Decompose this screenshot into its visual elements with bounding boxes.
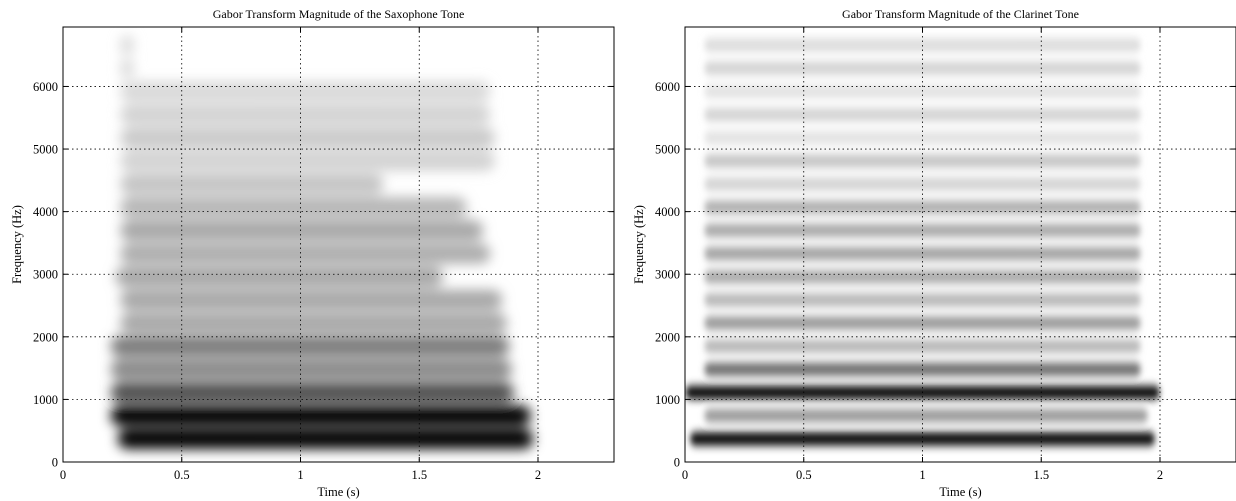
harmonic-band-3 xyxy=(110,359,512,380)
harmonic-band-5 xyxy=(120,313,508,334)
harmonic-band-2 xyxy=(110,382,515,403)
y-tick-label: 2000 xyxy=(33,330,58,344)
harmonic-band-8 xyxy=(704,247,1141,261)
axes-box xyxy=(684,26,1236,463)
x-tick-label: 0 xyxy=(682,468,688,482)
harmonic-band-10 xyxy=(120,197,467,218)
harmonic-band-14 xyxy=(120,104,491,125)
harmonic-band-9 xyxy=(120,220,484,241)
x-axis-label: Time (s) xyxy=(317,485,359,499)
y-tick-label: 1000 xyxy=(33,393,58,407)
harmonic-band-13 xyxy=(120,127,496,148)
x-tick-label: 0.5 xyxy=(796,468,812,482)
spectrogram-bands xyxy=(110,35,534,449)
harmonic-band-13 xyxy=(704,131,1141,145)
harmonic-band-15 xyxy=(120,81,491,102)
x-axis-label: Time (s) xyxy=(939,485,981,499)
harmonic-band-7 xyxy=(115,266,443,287)
x-tick-label: 2 xyxy=(1157,468,1163,482)
y-tick-label: 3000 xyxy=(655,268,680,282)
harmonic-band-1 xyxy=(704,409,1149,423)
y-tick-label: 5000 xyxy=(655,143,680,157)
y-tick-label: 3000 xyxy=(33,268,58,282)
harmonic-band-8 xyxy=(120,243,491,264)
x-tick-label: 2 xyxy=(535,468,541,482)
y-tick-label: 0 xyxy=(52,456,58,470)
harmonic-band-4 xyxy=(110,336,510,357)
harmonic-band-12 xyxy=(704,154,1141,168)
x-tick-label: 0 xyxy=(60,468,66,482)
harmonic-band-16 xyxy=(120,58,135,79)
y-tick-label: 6000 xyxy=(33,80,58,94)
harmonic-band-7 xyxy=(704,270,1141,284)
x-tick-label: 1 xyxy=(919,468,925,482)
harmonic-band-17 xyxy=(120,35,135,56)
ticks: 0 0.5 1 1.5 2 0 1000 2000 3000 4000 5000 6000 xyxy=(33,27,614,482)
harmonic-band-4 xyxy=(704,339,1141,353)
y-tick-label: 4000 xyxy=(655,205,680,219)
harmonic-band-6 xyxy=(120,289,503,310)
y-tick-label: 4000 xyxy=(33,205,58,219)
grid-lines xyxy=(685,27,1236,462)
harmonic-band-11 xyxy=(704,177,1141,191)
y-axis-label: Frequency (Hz) xyxy=(10,205,24,284)
harmonic-band-1 xyxy=(110,405,531,426)
harmonic-band-5 xyxy=(704,316,1141,330)
y-tick-label: 6000 xyxy=(655,80,680,94)
chart-title: Gabor Transform Magnitude of the Saxopho… xyxy=(213,7,465,21)
y-tick-label: 2000 xyxy=(655,330,680,344)
x-tick-label: 1.5 xyxy=(411,468,427,482)
y-tick-label: 1000 xyxy=(655,393,680,407)
x-tick-label: 1 xyxy=(297,468,303,482)
chart-title: Gabor Transform Magnitude of the Clarine… xyxy=(842,7,1079,21)
axes-box xyxy=(62,26,615,463)
y-tick-label: 5000 xyxy=(33,143,58,157)
harmonic-band-0 xyxy=(689,432,1156,446)
harmonic-band-0 xyxy=(117,428,534,449)
saxophone-spectrogram-panel: 0 0.5 1 1.5 2 0 1000 2000 3000 4000 5000 6000 Gabor… xyxy=(10,7,615,499)
ticks: 0 0.5 1 1.5 2 0 1000 2000 3000 4000 5000 6000 xyxy=(655,27,1236,482)
grid-lines xyxy=(63,27,614,462)
y-axis-label: Frequency (Hz) xyxy=(632,205,646,284)
harmonic-band-14 xyxy=(704,108,1141,122)
harmonic-band-12 xyxy=(120,150,496,171)
x-tick-label: 0.5 xyxy=(174,468,190,482)
y-tick-label: 0 xyxy=(674,456,680,470)
x-tick-label: 1.5 xyxy=(1033,468,1049,482)
harmonic-band-6 xyxy=(704,293,1141,307)
clarinet-spectrogram-panel: 0 0.5 1 1.5 2 0 1000 2000 3000 4000 5000 6000 Gabor… xyxy=(632,7,1236,499)
harmonic-band-11 xyxy=(120,174,384,195)
